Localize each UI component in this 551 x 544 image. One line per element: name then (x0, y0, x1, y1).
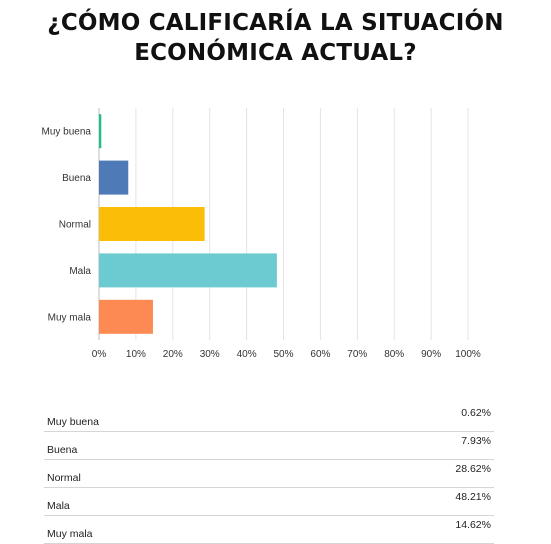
table-row: Mala 48.21% (44, 487, 494, 516)
chart-category-labels: Muy buena Buena Normal Mala Muy mala (42, 127, 92, 324)
x-tick-label: 70% (347, 349, 367, 360)
x-tick-label: 30% (200, 349, 220, 360)
table-row: Muy buena 0.62% (44, 404, 494, 432)
bar (99, 114, 102, 149)
category-label: Muy buena (42, 127, 92, 138)
bar (99, 299, 153, 334)
x-tick-label: 60% (310, 349, 330, 360)
table-cell-category: Normal (44, 459, 306, 488)
table-cell-percent: 0.62% (305, 404, 494, 432)
x-tick-label: 100% (455, 349, 481, 360)
category-label: Normal (59, 220, 91, 231)
x-tick-label: 10% (126, 349, 146, 360)
table-cell-percent: 28.62% (305, 459, 494, 488)
category-label: Muy mala (48, 312, 92, 323)
results-table: Muy buena 0.62% Buena 7.93% Normal 28.62% Mala… (44, 404, 494, 544)
bar (99, 207, 205, 241)
x-tick-label: 0% (92, 349, 107, 360)
table-row: Buena 7.93% (44, 431, 494, 460)
chart-title-line-2: ECONÓMICA ACTUAL? (134, 40, 417, 66)
x-tick-label: 20% (163, 349, 183, 360)
chart-title: ¿CÓMO CALIFICARÍA LA SITUACIÓN ECONÓMICA… (0, 8, 551, 68)
table-cell-percent: 7.93% (305, 431, 494, 460)
chart-title-line-1: ¿CÓMO CALIFICARÍA LA SITUACIÓN (47, 10, 504, 36)
table-cell-percent: 14.62% (305, 515, 494, 544)
category-label: Buena (62, 173, 91, 184)
table-row: Muy mala 14.62% (44, 515, 494, 544)
table-cell-category: Muy buena (44, 404, 306, 432)
bar (99, 160, 129, 195)
bar (99, 253, 277, 288)
table-row: Normal 28.62% (44, 459, 494, 488)
table-cell-category: Mala (44, 487, 306, 516)
chart-gridlines (98, 108, 469, 340)
bar-chart: Muy buena Buena Normal Mala Muy mala 0% 10% 20… (42, 108, 481, 360)
table-cell-category: Buena (44, 431, 306, 460)
table-cell-category: Muy mala (44, 515, 306, 544)
chart-bars (99, 114, 277, 334)
x-tick-label: 40% (237, 349, 257, 360)
x-tick-label: 90% (421, 349, 441, 360)
category-label: Mala (69, 266, 91, 277)
table-cell-percent: 48.21% (305, 487, 494, 516)
chart-x-tick-labels: 0% 10% 20% 30% 40% 50% 60% 70% 80% 90% 100% (92, 349, 481, 360)
x-tick-label: 80% (384, 349, 404, 360)
x-tick-label: 50% (273, 349, 293, 360)
